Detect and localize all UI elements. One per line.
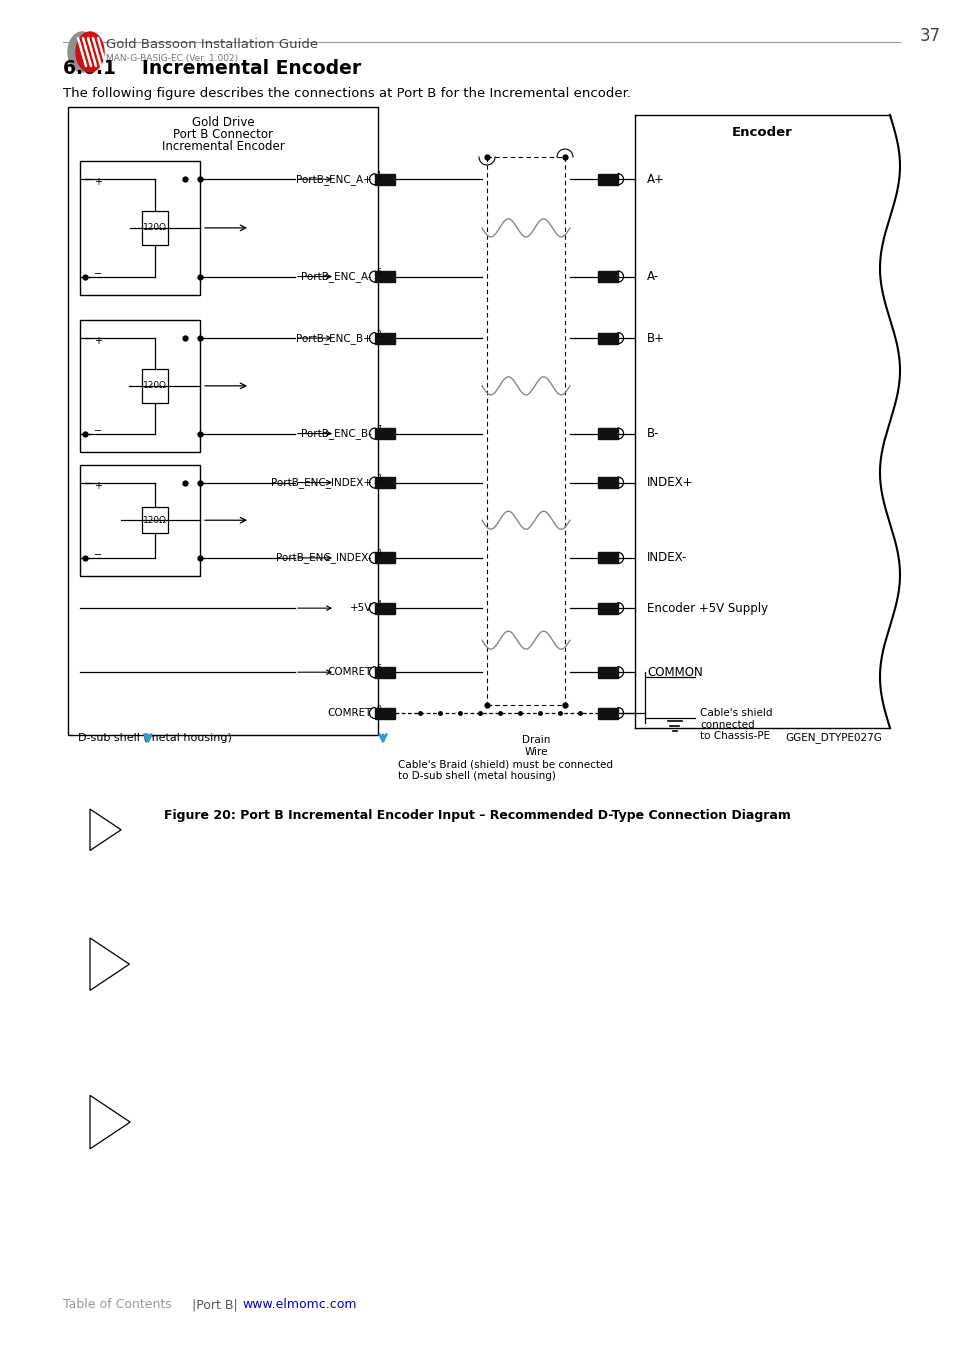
Bar	[375, 477, 395, 489]
Bar	[598, 428, 618, 439]
Text: 6.6.1    Incremental Encoder: 6.6.1 Incremental Encoder	[63, 58, 361, 77]
Bar	[68, 107, 377, 734]
Bar	[598, 332, 618, 344]
Text: 1: 1	[376, 170, 381, 180]
Text: GGEN_DTYPE027G: GGEN_DTYPE027G	[784, 733, 882, 744]
Text: +: +	[94, 177, 102, 188]
Bar	[80, 464, 200, 576]
Bar	[375, 174, 395, 185]
Text: COMRET: COMRET	[327, 667, 372, 678]
Text: The following figure describes the connections at Port B for the Incremental enc: The following figure describes the conne…	[63, 86, 630, 100]
Text: A+: A+	[646, 173, 664, 186]
Bar	[375, 428, 395, 439]
Bar	[598, 477, 618, 489]
Ellipse shape	[68, 32, 96, 72]
Text: Incremental Encoder: Incremental Encoder	[161, 140, 284, 154]
Text: PortB_ENC_INDEX+: PortB_ENC_INDEX+	[271, 477, 372, 487]
Text: 7: 7	[376, 425, 381, 435]
Text: Drain
Wire: Drain Wire	[521, 734, 550, 756]
Text: A-: A-	[646, 270, 659, 284]
Text: Encoder +5V Supply: Encoder +5V Supply	[646, 602, 767, 614]
Bar	[142, 369, 168, 402]
Bar	[375, 552, 395, 563]
Bar	[375, 332, 395, 344]
Text: Cable's Braid (shield) must be connected
to D-sub shell (metal housing): Cable's Braid (shield) must be connected…	[397, 759, 613, 780]
Text: 120Ω: 120Ω	[143, 381, 167, 390]
Text: +: +	[94, 481, 102, 490]
Text: −: −	[94, 425, 102, 436]
Bar	[598, 602, 618, 614]
Text: 2: 2	[376, 329, 381, 339]
Text: Table of Contents: Table of Contents	[63, 1299, 172, 1311]
Text: −: −	[94, 549, 102, 560]
Text: COMRET: COMRET	[327, 707, 372, 718]
Text: 37: 37	[919, 27, 941, 45]
Text: INDEX-: INDEX-	[646, 551, 687, 564]
Text: +: +	[94, 336, 102, 346]
Text: INDEX+: INDEX+	[646, 477, 693, 489]
Text: 4: 4	[376, 599, 381, 609]
Bar	[375, 271, 395, 282]
Text: MAN-G-BASIG-EC (Ver. 1.002): MAN-G-BASIG-EC (Ver. 1.002)	[106, 54, 238, 62]
Text: PortB_ENC_B-: PortB_ENC_B-	[301, 428, 372, 439]
Text: COMMON: COMMON	[646, 666, 702, 679]
Text: PortB_ENC_B+: PortB_ENC_B+	[296, 332, 372, 343]
Text: B+: B+	[646, 332, 664, 344]
Text: Gold Drive: Gold Drive	[192, 116, 254, 130]
Text: Cable's shield
connected
to Chassis-PE: Cable's shield connected to Chassis-PE	[700, 707, 772, 741]
Bar	[80, 320, 200, 451]
Bar	[142, 211, 168, 244]
Text: 9: 9	[376, 705, 381, 714]
Bar	[142, 508, 168, 533]
Text: +5V: +5V	[349, 603, 372, 613]
Text: PortB_ENC_INDEX-: PortB_ENC_INDEX-	[276, 552, 372, 563]
Text: B-: B-	[646, 427, 659, 440]
Text: 120Ω: 120Ω	[143, 516, 167, 525]
Bar	[598, 667, 618, 678]
Text: Encoder: Encoder	[731, 127, 792, 139]
Text: PortB_ENC_A+: PortB_ENC_A+	[296, 174, 372, 185]
Text: Figure 20: Port B Incremental Encoder Input – Recommended D-Type Connection Diag: Figure 20: Port B Incremental Encoder In…	[163, 809, 790, 822]
Text: 5: 5	[376, 664, 381, 672]
Ellipse shape	[76, 32, 104, 72]
Text: D-sub shell (metal housing): D-sub shell (metal housing)	[78, 733, 232, 743]
Text: |Port B|: |Port B|	[192, 1299, 237, 1311]
Text: PortB_ENC_A-: PortB_ENC_A-	[301, 271, 372, 282]
Bar	[598, 271, 618, 282]
Bar	[598, 707, 618, 718]
Bar	[375, 602, 395, 614]
Text: 120Ω: 120Ω	[143, 223, 167, 232]
Text: Gold Bassoon Installation Guide: Gold Bassoon Installation Guide	[106, 38, 317, 50]
Text: www.elmomc.com: www.elmomc.com	[242, 1299, 356, 1311]
Text: −: −	[94, 269, 102, 278]
Bar	[80, 161, 200, 294]
Text: 3: 3	[376, 474, 381, 483]
Bar	[598, 552, 618, 563]
Bar	[598, 174, 618, 185]
Text: Port B Connector: Port B Connector	[172, 128, 273, 142]
Bar	[375, 667, 395, 678]
Bar	[375, 707, 395, 718]
Text: 6: 6	[376, 269, 381, 277]
Text: 8: 8	[376, 549, 381, 559]
